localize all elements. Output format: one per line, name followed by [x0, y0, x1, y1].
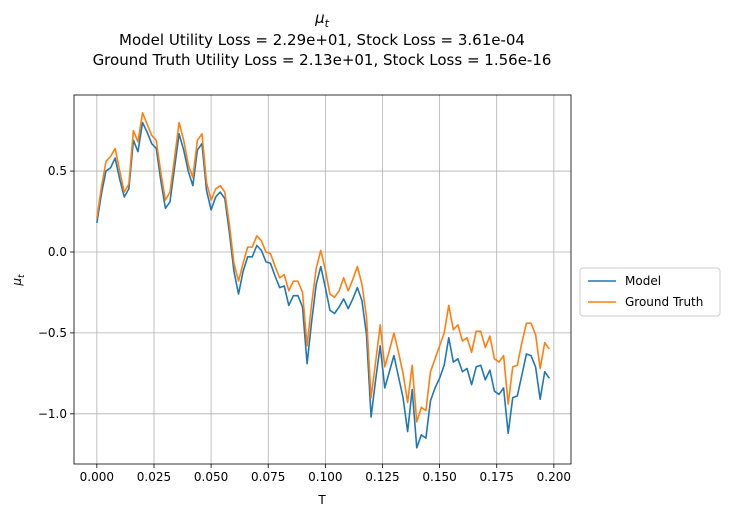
series-line-ground-truth [96, 112, 550, 423]
x-tick-label: 0.025 [137, 470, 171, 484]
series-line-model [96, 121, 550, 449]
x-tick-label: 0.150 [422, 470, 456, 484]
y-tick-label: 0.5 [48, 164, 67, 178]
x-tick-label: 0.000 [80, 470, 114, 484]
chart-title-subscript: t [325, 17, 330, 30]
plot-lines [96, 112, 550, 449]
x-tick-label: 0.200 [537, 470, 571, 484]
x-tick-label: 0.050 [194, 470, 228, 484]
grid [74, 95, 571, 464]
chart-subtitle-line-1: Model Utility Loss = 2.29e+01, Stock Los… [119, 31, 525, 49]
legend: Model Ground Truth [579, 267, 721, 317]
y-axis-label: μt [10, 274, 27, 287]
y-tick-label: −1.0 [38, 407, 67, 421]
chart-title: μt [314, 9, 330, 30]
x-tick-label: 0.100 [308, 470, 342, 484]
y-axis-label-subscript: t [17, 274, 27, 278]
y-tick-label: −0.5 [38, 326, 67, 340]
chart-subtitle-line-2: Ground Truth Utility Loss = 2.13e+01, St… [93, 51, 552, 69]
x-tick-label: 0.175 [480, 470, 514, 484]
x-tick-label: 0.125 [365, 470, 399, 484]
y-tick-label: 0.0 [48, 245, 67, 259]
x-tick-label: 0.075 [251, 470, 285, 484]
chart-title-main: μ [314, 9, 325, 27]
y-axis-label-main: μ [10, 278, 24, 287]
x-axis-label: T [317, 493, 326, 507]
plot-frame [73, 94, 572, 465]
legend-box [579, 267, 721, 317]
legend-label-model: Model [625, 274, 661, 288]
ticks: 0.000 0.025 0.050 0.075 0.100 0.125 0.150 0.175… [38, 164, 571, 484]
legend-label-ground-truth: Ground Truth [625, 295, 703, 309]
